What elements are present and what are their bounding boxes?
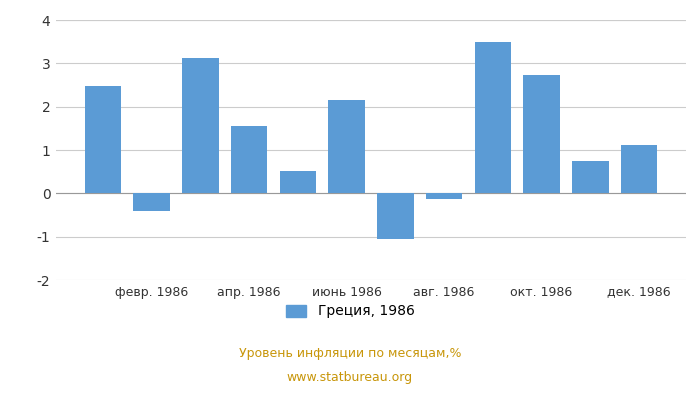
Bar xyxy=(134,193,170,211)
Bar xyxy=(279,171,316,193)
Bar xyxy=(377,193,414,239)
Bar xyxy=(182,58,218,193)
Legend: Греция, 1986: Греция, 1986 xyxy=(280,299,420,324)
Bar xyxy=(621,145,657,193)
Bar xyxy=(328,100,365,193)
Bar xyxy=(426,193,463,200)
Bar xyxy=(231,126,267,193)
Text: Уровень инфляции по месяцам,%: Уровень инфляции по месяцам,% xyxy=(239,348,461,360)
Text: www.statbureau.org: www.statbureau.org xyxy=(287,372,413,384)
Bar xyxy=(572,161,608,193)
Bar xyxy=(475,42,511,193)
Bar xyxy=(85,86,121,193)
Bar xyxy=(524,75,560,193)
